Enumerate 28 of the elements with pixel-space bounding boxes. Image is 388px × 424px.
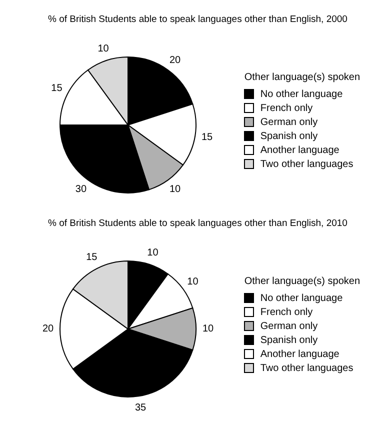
legend-label: No other language xyxy=(260,292,343,304)
legend-label: German only xyxy=(260,320,318,332)
chart-title: % of British Students able to speak languages other than English, 2010 xyxy=(47,217,348,231)
data-label: 10 xyxy=(187,276,199,288)
legend-label: Spanish only xyxy=(260,130,318,142)
legend-title: Other language(s) spoken xyxy=(244,72,360,82)
legend-label: Another language xyxy=(260,144,340,156)
data-label: 10 xyxy=(169,184,182,196)
data-label: 10 xyxy=(202,324,214,334)
legend-label: No other language xyxy=(260,88,343,100)
data-label: 15 xyxy=(201,132,214,144)
chart-title: % of British Students able to speak languages other than English, 2000 xyxy=(47,13,348,27)
data-label: 10 xyxy=(98,43,110,54)
data-label: 20 xyxy=(169,54,182,66)
legend-title: Other language(s) spoken xyxy=(244,276,360,286)
legend-label: Another language xyxy=(260,348,340,360)
legend-label: Two other languages xyxy=(260,362,354,374)
data-label: 30 xyxy=(75,184,87,196)
legend-label: German only xyxy=(260,116,318,128)
legend-label: Two other languages xyxy=(260,158,354,170)
legend-label: French only xyxy=(260,306,313,318)
data-label: 10 xyxy=(147,247,159,258)
data-label: 20 xyxy=(42,324,54,334)
data-label: 35 xyxy=(134,402,147,414)
data-label: 15 xyxy=(86,252,98,264)
data-label: 15 xyxy=(51,83,63,94)
legend-label: Spanish only xyxy=(260,334,318,346)
legend-label: French only xyxy=(260,102,313,114)
